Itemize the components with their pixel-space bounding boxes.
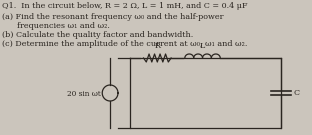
Text: frequencies ω₁ and ω₂.: frequencies ω₁ and ω₂. — [2, 22, 110, 30]
Text: (c) Determine the amplitude of the current at ω₀, ω₁ and ω₂.: (c) Determine the amplitude of the curre… — [2, 40, 247, 48]
Text: C: C — [294, 89, 300, 97]
Text: (b) Calculate the quality factor and bandwidth.: (b) Calculate the quality factor and ban… — [2, 31, 193, 39]
Text: R: R — [154, 42, 160, 50]
Text: Q1.  In the circuit below, R = 2 Ω, L = 1 mH, and C = 0.4 μF: Q1. In the circuit below, R = 2 Ω, L = 1… — [2, 2, 247, 10]
Text: (a) Find the resonant frequency ω₀ and the half-power: (a) Find the resonant frequency ω₀ and t… — [2, 13, 223, 21]
Text: L: L — [200, 42, 205, 50]
Text: 20 sin ωt: 20 sin ωt — [66, 90, 100, 98]
